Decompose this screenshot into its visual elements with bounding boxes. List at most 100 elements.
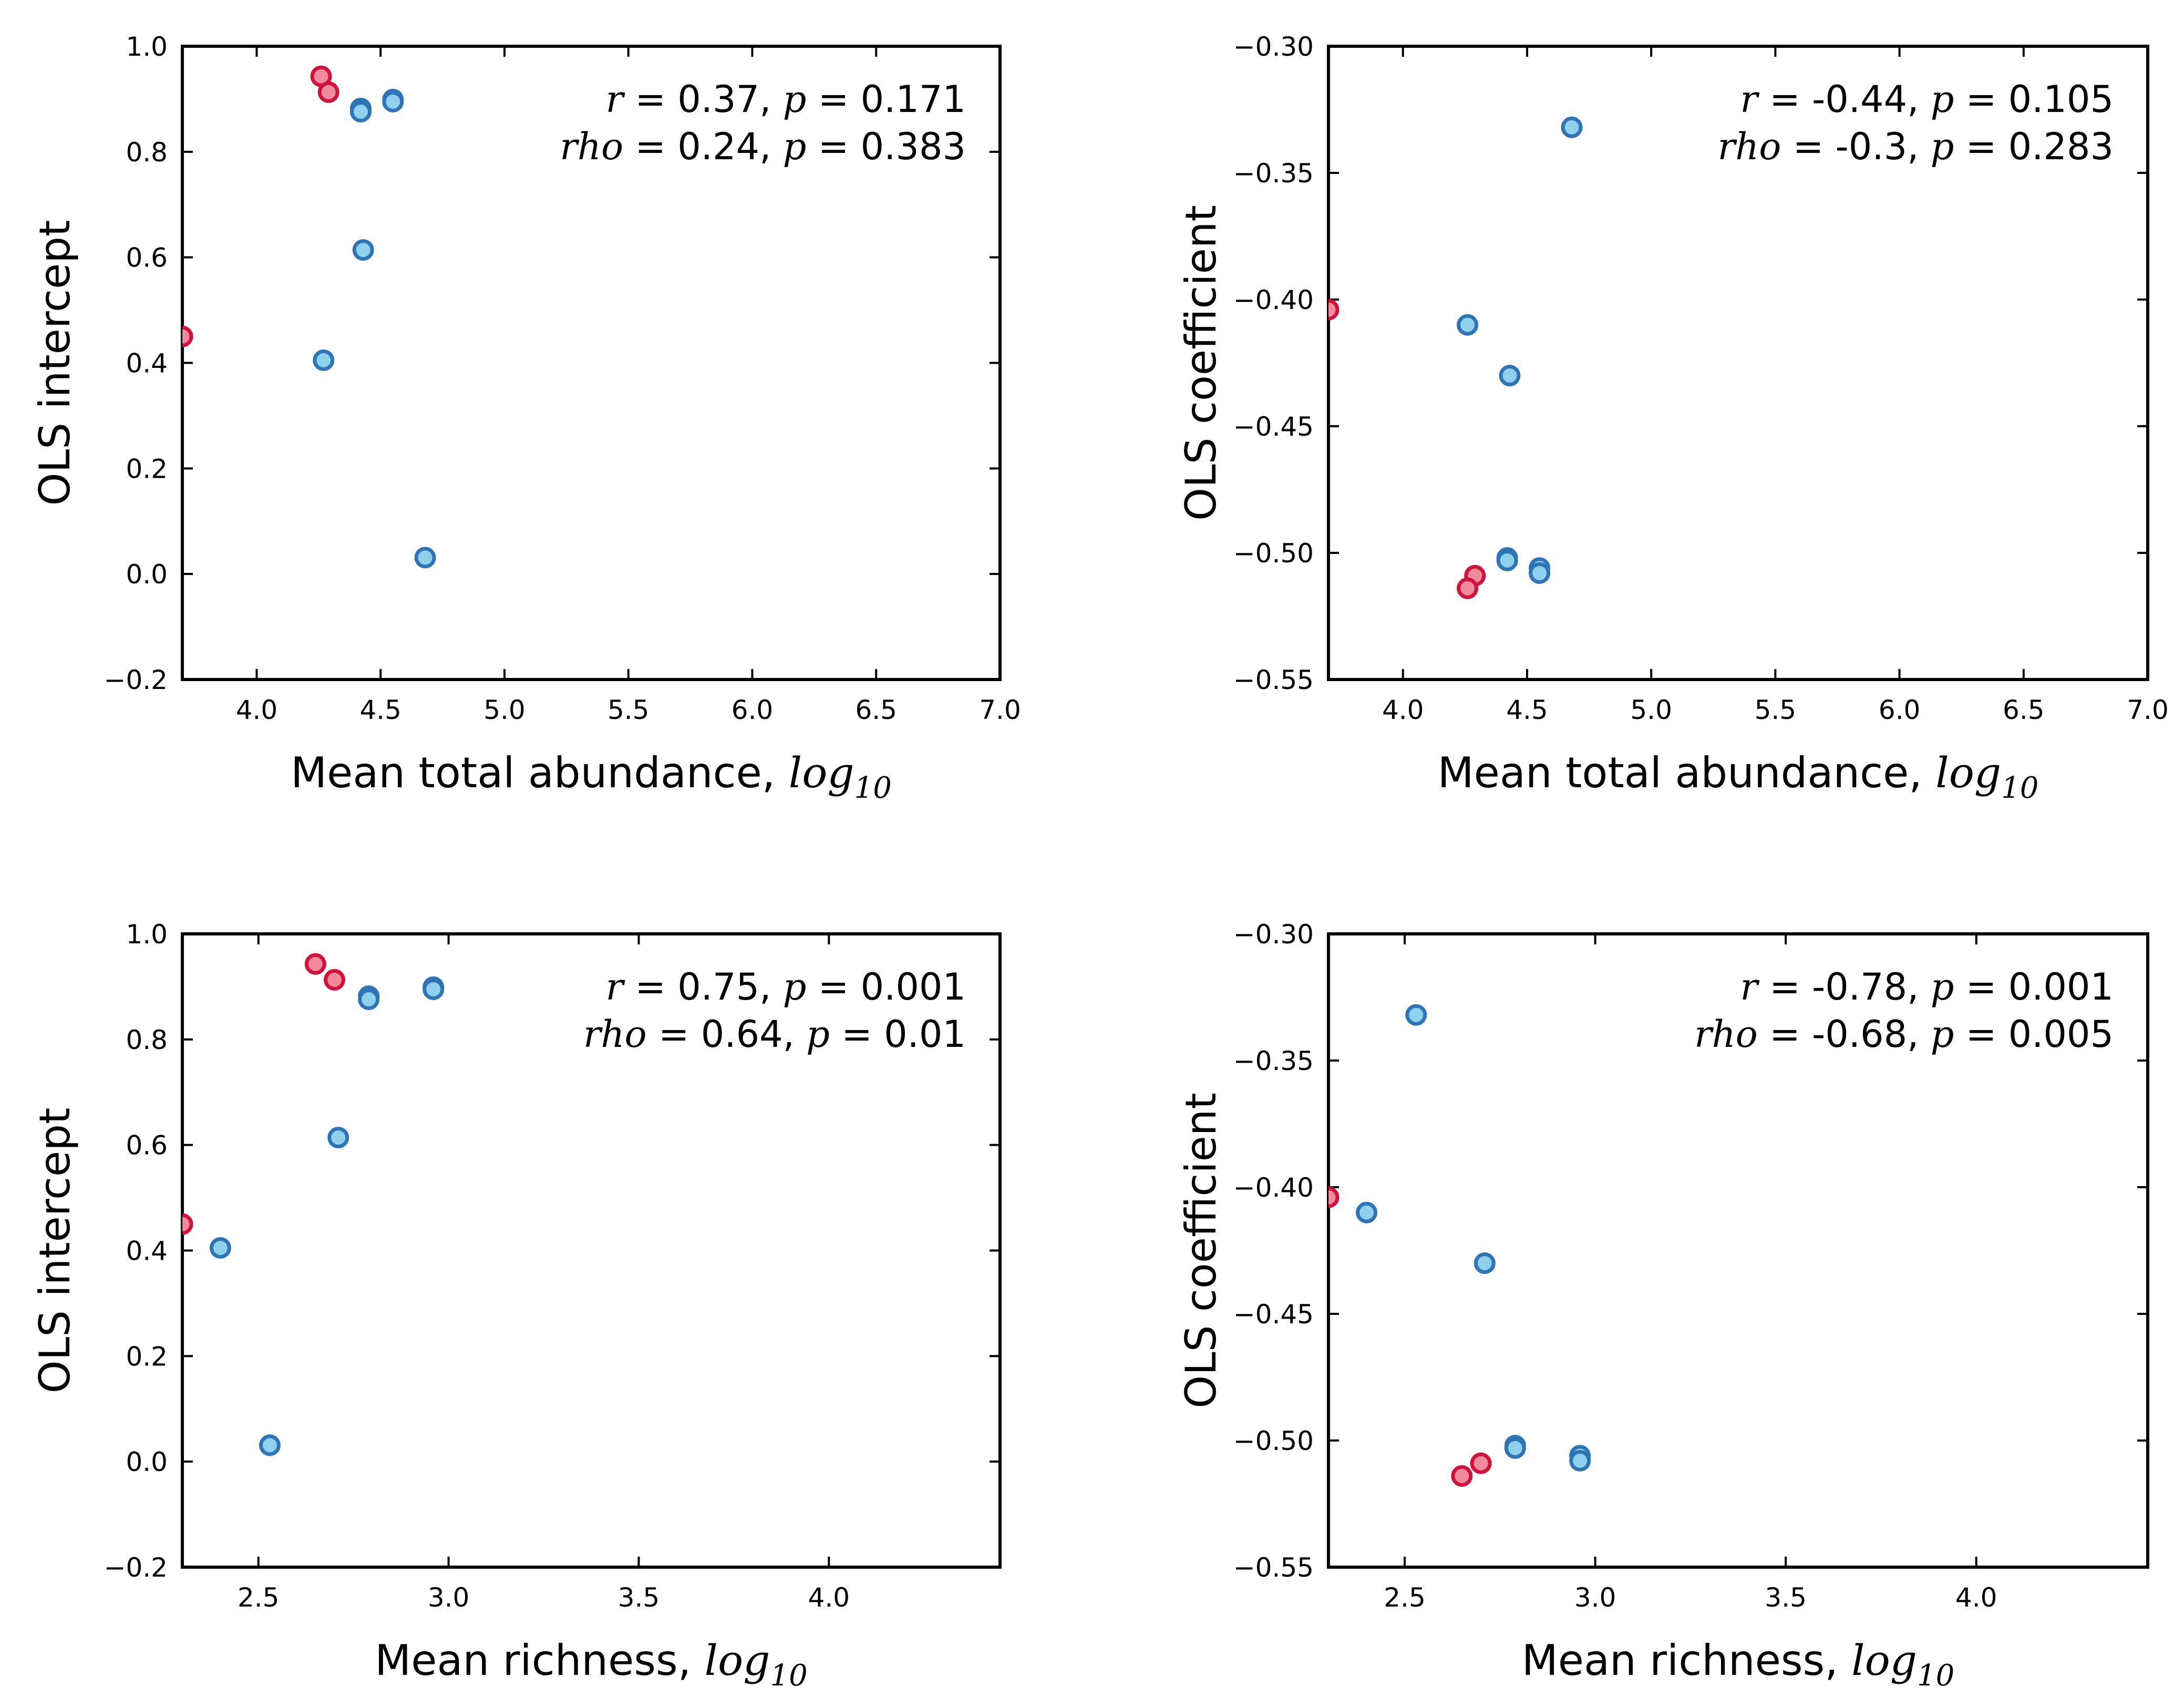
blue-data-point bbox=[313, 349, 335, 371]
stats-symbol: rho bbox=[1718, 125, 1781, 168]
red-data-point bbox=[1457, 577, 1479, 599]
y-tick-label: 0.0 bbox=[126, 559, 168, 590]
red-data-point bbox=[1470, 1452, 1492, 1474]
x-tick-label: 2.5 bbox=[1384, 1582, 1426, 1613]
y-tick-label: −0.45 bbox=[1233, 1299, 1314, 1330]
blue-data-point bbox=[352, 239, 374, 261]
y-tick-label: 0.4 bbox=[126, 1236, 168, 1267]
x-axis-label: Mean richness, log10 bbox=[1522, 1636, 1955, 1693]
y-tick-label: 0.0 bbox=[126, 1447, 168, 1477]
x-axis-label-log: log bbox=[1851, 1636, 1917, 1685]
blue-data-point bbox=[1561, 116, 1583, 138]
y-axis-label: OLS coefficient bbox=[1177, 1093, 1225, 1408]
stats-symbol: p bbox=[1931, 78, 1954, 121]
stats-annotation: r = -0.44, p = 0.105 bbox=[1740, 78, 2114, 121]
red-data-point bbox=[182, 325, 193, 347]
blue-data-point bbox=[382, 90, 404, 112]
red-data-point bbox=[182, 1213, 193, 1235]
red-data-point bbox=[317, 81, 339, 103]
red-data-point bbox=[304, 953, 326, 975]
blue-data-point bbox=[349, 101, 372, 123]
x-axis-label-subscript: 10 bbox=[854, 771, 892, 805]
red-data-point bbox=[1451, 1465, 1473, 1487]
x-axis-label-text: Mean total abundance, bbox=[1438, 748, 1936, 797]
plot-frame bbox=[1327, 45, 2149, 681]
x-tick-label: 4.0 bbox=[1955, 1582, 1997, 1613]
points-layer bbox=[1328, 1004, 1591, 1487]
stats-value: = 0.37, bbox=[623, 78, 783, 121]
y-tick-label: 1.0 bbox=[126, 32, 168, 62]
stats-symbol: p bbox=[783, 125, 807, 168]
stats-value: = 0.171 bbox=[806, 78, 966, 121]
blue-data-point bbox=[1474, 1252, 1496, 1274]
x-axis-label-subscript: 10 bbox=[2001, 771, 2038, 805]
stats-symbol: r bbox=[1740, 78, 1759, 121]
y-tick-label: −0.2 bbox=[104, 1552, 168, 1583]
y-tick-label: 0.4 bbox=[126, 348, 168, 379]
x-tick-label: 2.5 bbox=[238, 1582, 280, 1613]
stats-value: = -0.3, bbox=[1781, 125, 1930, 168]
red-data-point bbox=[323, 969, 345, 991]
blue-data-point bbox=[1457, 314, 1479, 336]
stats-symbol: r bbox=[1740, 965, 1759, 1009]
y-tick-label: −0.40 bbox=[1233, 1172, 1314, 1203]
x-axis-label-log: log bbox=[1935, 748, 2001, 797]
x-tick-label: 4.5 bbox=[359, 695, 401, 725]
x-axis-label-subscript: 10 bbox=[1917, 1659, 1954, 1693]
red-data-point bbox=[1328, 1186, 1340, 1208]
blue-data-point bbox=[1499, 365, 1521, 387]
stats-symbol: rho bbox=[583, 1013, 647, 1056]
panel-4: 2.5 3.0 3.5 4.0 −0.30 −0.35 −0.40 −0.45 −0.50 −0.… bbox=[1177, 919, 2149, 1693]
blue-data-point bbox=[1405, 1004, 1427, 1026]
x-tick-label: 6.0 bbox=[732, 695, 774, 725]
x-tick-label: 7.0 bbox=[2127, 695, 2169, 725]
x-tick-label: 4.0 bbox=[808, 1582, 850, 1613]
stats-value: = 0.001 bbox=[1954, 965, 2114, 1009]
panel-1: 4.0 4.5 5.0 5.5 6.0 6.5 7.0 1.0 0.8 0.6 0.4 0.2 0.0 −… bbox=[30, 32, 1021, 805]
stats-symbol: p bbox=[1931, 1013, 1954, 1056]
x-axis-label: Mean richness, log10 bbox=[375, 1636, 808, 1693]
x-tick-label: 4.0 bbox=[1382, 695, 1424, 725]
blue-data-point bbox=[414, 547, 436, 569]
y-tick-label: 0.8 bbox=[126, 137, 168, 168]
panel-2: 4.0 4.5 5.0 5.5 6.0 6.5 7.0 −0.30 −0.35 −0.40 −0.4… bbox=[1177, 32, 2169, 805]
blue-data-point bbox=[1504, 1437, 1526, 1459]
x-axis-label-subscript: 10 bbox=[770, 1659, 808, 1693]
y-tick-label: 0.6 bbox=[126, 243, 168, 273]
stats-annotation: rho = -0.3, p = 0.283 bbox=[1718, 125, 2114, 168]
blue-data-point bbox=[1529, 562, 1551, 584]
blue-data-point bbox=[1496, 549, 1518, 571]
x-tick-label: 3.0 bbox=[1574, 1582, 1616, 1613]
points-layer bbox=[182, 65, 436, 569]
stats-symbol: p bbox=[783, 78, 807, 121]
stats-value: = 0.24, bbox=[623, 125, 783, 168]
stats-annotation: r = -0.78, p = 0.001 bbox=[1740, 965, 2114, 1009]
y-tick-label: 0.2 bbox=[126, 454, 168, 484]
stats-annotation: rho = 0.24, p = 0.383 bbox=[560, 125, 966, 168]
y-tick-label: −0.55 bbox=[1233, 1552, 1314, 1583]
y-tick-label: −0.50 bbox=[1233, 1426, 1314, 1456]
y-tick-label: −0.55 bbox=[1233, 665, 1314, 695]
stats-annotation: r = 0.75, p = 0.001 bbox=[606, 965, 966, 1009]
stats-value: = 0.105 bbox=[1954, 78, 2114, 121]
x-axis-label: Mean total abundance, log10 bbox=[1438, 748, 2039, 805]
stats-symbol: p bbox=[783, 965, 807, 1009]
x-tick-label: 6.0 bbox=[1879, 695, 1921, 725]
x-tick-label: 7.0 bbox=[979, 695, 1021, 725]
x-axis-label: Mean total abundance, log10 bbox=[291, 748, 892, 805]
stats-symbol: r bbox=[606, 78, 625, 121]
stats-value: = -0.44, bbox=[1758, 78, 1931, 121]
x-tick-label: 3.5 bbox=[1765, 1582, 1807, 1613]
x-axis-label-text: Mean richness, bbox=[1522, 1636, 1851, 1685]
stats-value: = 0.383 bbox=[806, 125, 966, 168]
y-tick-label: −0.2 bbox=[104, 665, 168, 695]
x-tick-label: 5.0 bbox=[1630, 695, 1672, 725]
stats-annotation: r = 0.37, p = 0.171 bbox=[606, 78, 966, 121]
blue-data-point bbox=[358, 989, 380, 1011]
y-tick-label: −0.35 bbox=[1233, 158, 1314, 189]
stats-symbol: p bbox=[806, 1013, 830, 1056]
stats-symbol: rho bbox=[1694, 1013, 1758, 1056]
y-axis-label: OLS coefficient bbox=[1177, 205, 1225, 521]
blue-data-point bbox=[423, 978, 445, 1000]
